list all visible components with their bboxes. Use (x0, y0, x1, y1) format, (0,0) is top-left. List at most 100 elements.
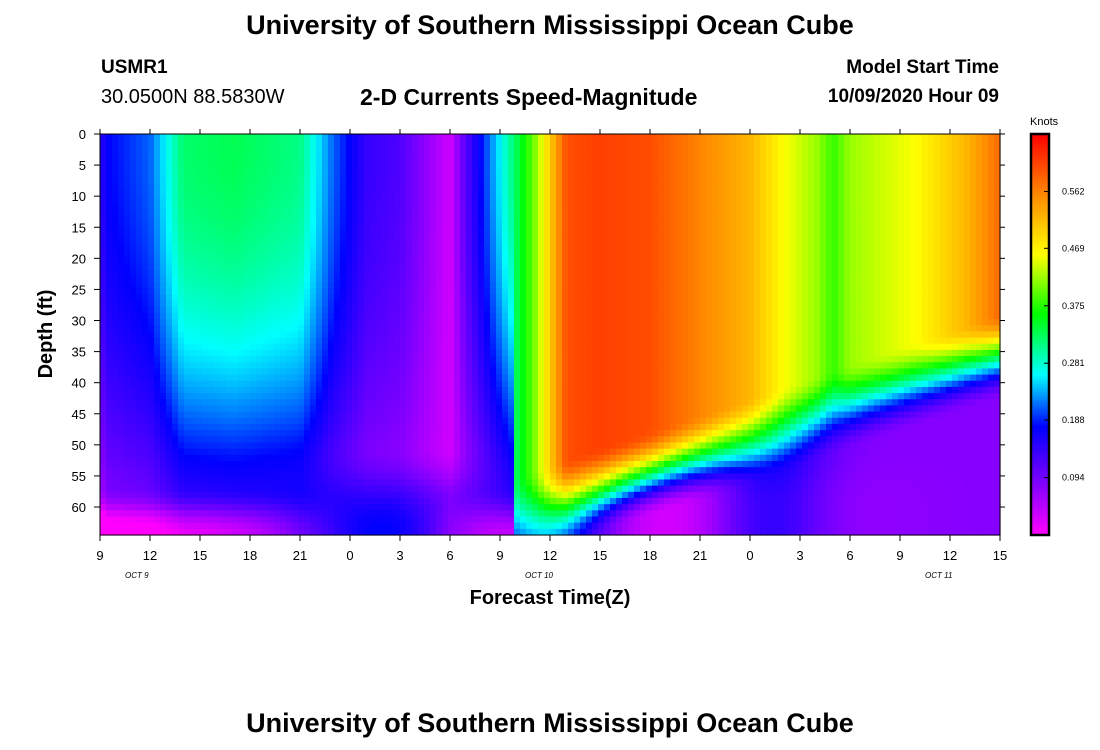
heatmap-cell (184, 374, 191, 382)
heatmap-cell (220, 140, 227, 147)
heatmap-cell (142, 282, 149, 289)
heatmap-cell (268, 522, 275, 530)
heatmap-cell (388, 158, 395, 166)
heatmap-cell (232, 380, 239, 388)
heatmap-cell (286, 374, 293, 382)
chart-title: University of Southern Mississippi Ocean… (246, 10, 854, 40)
heatmap-cell (262, 448, 269, 456)
heatmap-cell (496, 343, 503, 351)
heatmap-cell (184, 171, 191, 178)
heatmap-cell (238, 423, 245, 431)
heatmap-cell (100, 510, 107, 518)
heatmap-cell (172, 152, 179, 160)
heatmap-cell (196, 288, 203, 295)
heatmap-cell (274, 306, 281, 314)
heatmap-cell (220, 183, 227, 191)
heatmap-cell (364, 454, 371, 462)
heatmap-cell (376, 430, 383, 437)
heatmap-cell (118, 491, 125, 499)
heatmap-cell (280, 442, 287, 450)
heatmap-cell (550, 214, 557, 221)
heatmap-cell (376, 251, 383, 258)
heatmap-cell (112, 300, 119, 308)
heatmap-cell (544, 430, 551, 437)
heatmap-cell (256, 282, 263, 289)
heatmap-cell (328, 269, 335, 277)
heatmap-cell (478, 325, 485, 333)
heatmap-cell (310, 362, 317, 370)
heatmap-cell (406, 522, 413, 530)
heatmap-cell (376, 282, 383, 289)
heatmap-cell (472, 356, 479, 363)
heatmap-cell (184, 257, 191, 265)
heatmap-cell (406, 232, 413, 240)
heatmap-cell (292, 522, 299, 530)
heatmap-cell (166, 430, 173, 437)
heatmap-cell (196, 522, 203, 530)
heatmap-cell (352, 491, 359, 499)
heatmap-cell (454, 257, 461, 265)
heatmap-cell (316, 337, 323, 345)
heatmap-cell (322, 269, 329, 277)
heatmap-cell (508, 374, 515, 382)
heatmap-cell (538, 349, 545, 357)
heatmap-cell (160, 201, 167, 209)
heatmap-cell (544, 189, 551, 197)
heatmap-cell (532, 349, 539, 357)
heatmap-cell (460, 417, 467, 425)
heatmap-cell (508, 171, 515, 178)
heatmap-cell (100, 349, 107, 357)
heatmap-cell (184, 454, 191, 462)
heatmap-cell (370, 448, 377, 456)
heatmap-cell (550, 454, 557, 462)
heatmap-cell (106, 423, 113, 431)
heatmap-cell (220, 380, 227, 388)
heatmap-cell (298, 380, 305, 388)
heatmap-cell (442, 275, 449, 283)
heatmap-cell (520, 374, 527, 382)
heatmap-cell (526, 232, 533, 240)
heatmap-cell (322, 362, 329, 370)
heatmap-cell (142, 201, 149, 209)
heatmap-cell (280, 368, 287, 376)
heatmap-cell (124, 325, 131, 333)
heatmap-cell (520, 164, 527, 172)
heatmap-cell (238, 201, 245, 209)
heatmap-cell (244, 183, 251, 191)
heatmap-cell (184, 386, 191, 394)
heatmap-cell (250, 257, 257, 265)
heatmap-cell (460, 214, 467, 221)
heatmap-cell (286, 497, 293, 505)
heatmap-cell (190, 245, 197, 252)
heatmap-cell (142, 312, 149, 320)
heatmap-cell (250, 220, 257, 228)
heatmap-cell (538, 528, 545, 536)
heatmap-cell (388, 504, 395, 511)
heatmap-cell (172, 134, 179, 141)
heatmap-cell (214, 245, 221, 252)
heatmap-cell (346, 331, 353, 339)
heatmap-cell (442, 300, 449, 308)
heatmap-cell (496, 269, 503, 277)
heatmap-cell (502, 411, 509, 419)
heatmap-cell (556, 226, 563, 234)
heatmap-cell (544, 491, 551, 499)
heatmap-cell (262, 177, 269, 184)
heatmap-cell (190, 368, 197, 376)
heatmap-cell (112, 522, 119, 530)
heatmap-cell (118, 411, 125, 419)
heatmap-cell (412, 140, 419, 147)
heatmap-cell (148, 386, 155, 394)
heatmap-cell (232, 460, 239, 468)
heatmap-cell (124, 158, 131, 166)
heatmap-cell (382, 306, 389, 314)
heatmap-cell (460, 226, 467, 234)
heatmap-cell (490, 275, 497, 283)
heatmap-cell (148, 473, 155, 481)
heatmap-cell (532, 269, 539, 277)
heatmap-cell (442, 269, 449, 277)
heatmap-cell (400, 164, 407, 172)
heatmap-cell (394, 386, 401, 394)
heatmap-cell (190, 232, 197, 240)
heatmap-cell (418, 312, 425, 320)
